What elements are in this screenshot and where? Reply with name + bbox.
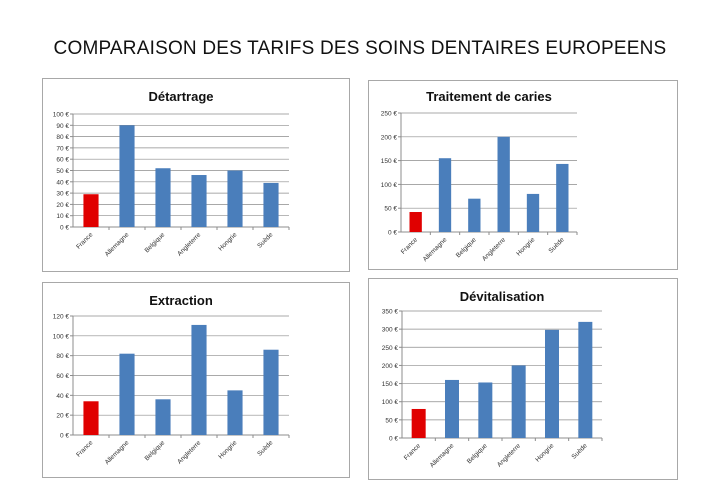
- bar-allemagne: [438, 158, 452, 232]
- y-tick-label: 70 €: [56, 145, 69, 152]
- x-tick-label: Belgique: [144, 231, 167, 254]
- x-tick-label: Angleterre: [496, 442, 522, 468]
- y-tick-label: 150 €: [381, 158, 398, 165]
- y-tick-label: 30 €: [56, 191, 69, 198]
- bar-suède: [578, 321, 593, 438]
- y-tick-label: 100 €: [53, 112, 70, 119]
- chart-svg: Extraction 0 € 20 € 40 € 60 € 80 € 100 € 120 € F…: [53, 293, 290, 466]
- bar-france: [409, 212, 422, 232]
- x-tick-label: Allemagne: [422, 236, 449, 263]
- y-tick-label: 90 €: [56, 123, 69, 130]
- y-tick-label: 50 €: [56, 168, 69, 175]
- y-tick-label: 120 €: [53, 314, 70, 321]
- bar-angleterre: [497, 136, 510, 232]
- y-tick-label: 100 €: [382, 399, 399, 406]
- x-tick-label: Hongrie: [217, 231, 238, 252]
- bar-belgique: [468, 198, 481, 232]
- bar-france: [83, 194, 99, 227]
- y-tick-label: 20 €: [56, 413, 69, 420]
- x-tick-label: Belgique: [455, 236, 478, 259]
- x-tick-label: Angleterre: [176, 439, 202, 465]
- x-tick-label: France: [75, 231, 95, 251]
- chart-title: Traitement de caries: [426, 89, 552, 104]
- y-tick-label: 40 €: [56, 393, 69, 400]
- y-tick-label: 0 €: [389, 436, 398, 443]
- bar-suède: [263, 349, 279, 435]
- bar-angleterre: [511, 365, 526, 438]
- x-tick-label: Belgique: [466, 442, 489, 465]
- x-tick-label: Hongrie: [217, 439, 238, 460]
- bar-allemagne: [119, 353, 135, 435]
- y-tick-label: 300 €: [382, 327, 399, 334]
- bar-belgique: [478, 382, 493, 438]
- x-tick-label: France: [403, 442, 423, 462]
- bar-hongrie: [526, 193, 540, 232]
- y-tick-label: 250 €: [381, 111, 398, 118]
- x-tick-label: Allemagne: [104, 439, 131, 466]
- y-tick-label: 100 €: [53, 333, 70, 340]
- bar-suède: [263, 182, 279, 227]
- bar-angleterre: [191, 324, 207, 435]
- bar-hongrie: [545, 329, 559, 438]
- y-tick-label: 40 €: [56, 179, 69, 186]
- chart-detartrage: Détartrage 0 € 10 € 20 € 30 € 40 € 50 € 60 € 70 …: [42, 78, 350, 272]
- chart-title: Détartrage: [148, 89, 213, 104]
- x-tick-label: France: [400, 236, 420, 256]
- chart-svg: Détartrage 0 € 10 € 20 € 30 € 40 € 50 € 60 € 70 …: [53, 89, 290, 258]
- y-tick-label: 250 €: [382, 345, 399, 352]
- bar-allemagne: [445, 379, 459, 438]
- x-tick-label: Allemagne: [429, 442, 456, 469]
- y-tick-label: 60 €: [56, 373, 69, 380]
- chart-extraction: Extraction 0 € 20 € 40 € 60 € 80 € 100 € 120 € F…: [42, 282, 350, 478]
- y-tick-label: 350 €: [382, 309, 399, 316]
- page-title: COMPARAISON DES TARIFS DES SOINS DENTAIR…: [53, 38, 667, 59]
- x-tick-label: Hongrie: [534, 442, 555, 463]
- x-tick-label: Allemagne: [104, 231, 131, 258]
- bar-france: [83, 401, 99, 435]
- chart-devitalisation: Dévitalisation 0 € 50 € 100 € 150 € 200 € 250 …: [368, 278, 678, 480]
- y-tick-label: 0 €: [60, 433, 69, 440]
- chart-traitement-caries: Traitement de caries 0 € 50 € 100 € 150 € 200…: [368, 80, 678, 270]
- y-tick-label: 80 €: [56, 353, 69, 360]
- y-tick-label: 150 €: [382, 381, 399, 388]
- bar-belgique: [155, 399, 171, 435]
- y-tick-label: 20 €: [56, 202, 69, 209]
- y-tick-label: 0 €: [60, 225, 69, 232]
- y-tick-label: 50 €: [385, 417, 398, 424]
- x-tick-label: Angleterre: [176, 231, 202, 257]
- x-tick-label: Suède: [256, 231, 275, 250]
- x-tick-label: Belgique: [144, 439, 167, 462]
- x-tick-label: Suède: [256, 439, 275, 458]
- bar-hongrie: [227, 390, 243, 435]
- y-tick-label: 100 €: [381, 182, 398, 189]
- y-tick-label: 80 €: [56, 134, 69, 141]
- y-tick-label: 10 €: [56, 213, 69, 220]
- bar-suède: [556, 163, 569, 232]
- x-tick-label: Angleterre: [481, 236, 507, 262]
- bar-allemagne: [119, 125, 135, 227]
- x-tick-label: Suède: [548, 236, 567, 255]
- y-tick-label: 0 €: [388, 230, 397, 237]
- chart-svg: Dévitalisation 0 € 50 € 100 € 150 € 200 € 250 …: [382, 289, 603, 469]
- bar-france: [411, 408, 426, 438]
- chart-title: Dévitalisation: [460, 289, 545, 304]
- bar-belgique: [155, 168, 171, 227]
- y-tick-label: 60 €: [56, 157, 69, 164]
- bar-angleterre: [191, 175, 207, 227]
- y-tick-label: 50 €: [384, 206, 397, 213]
- x-tick-label: Suède: [571, 442, 590, 461]
- y-tick-label: 200 €: [382, 363, 399, 370]
- x-tick-label: France: [75, 439, 95, 459]
- bar-hongrie: [227, 170, 243, 227]
- chart-title: Extraction: [149, 293, 213, 308]
- chart-svg: Traitement de caries 0 € 50 € 100 € 150 € 200…: [381, 89, 578, 263]
- y-tick-label: 200 €: [381, 134, 398, 141]
- x-tick-label: Hongrie: [515, 236, 536, 257]
